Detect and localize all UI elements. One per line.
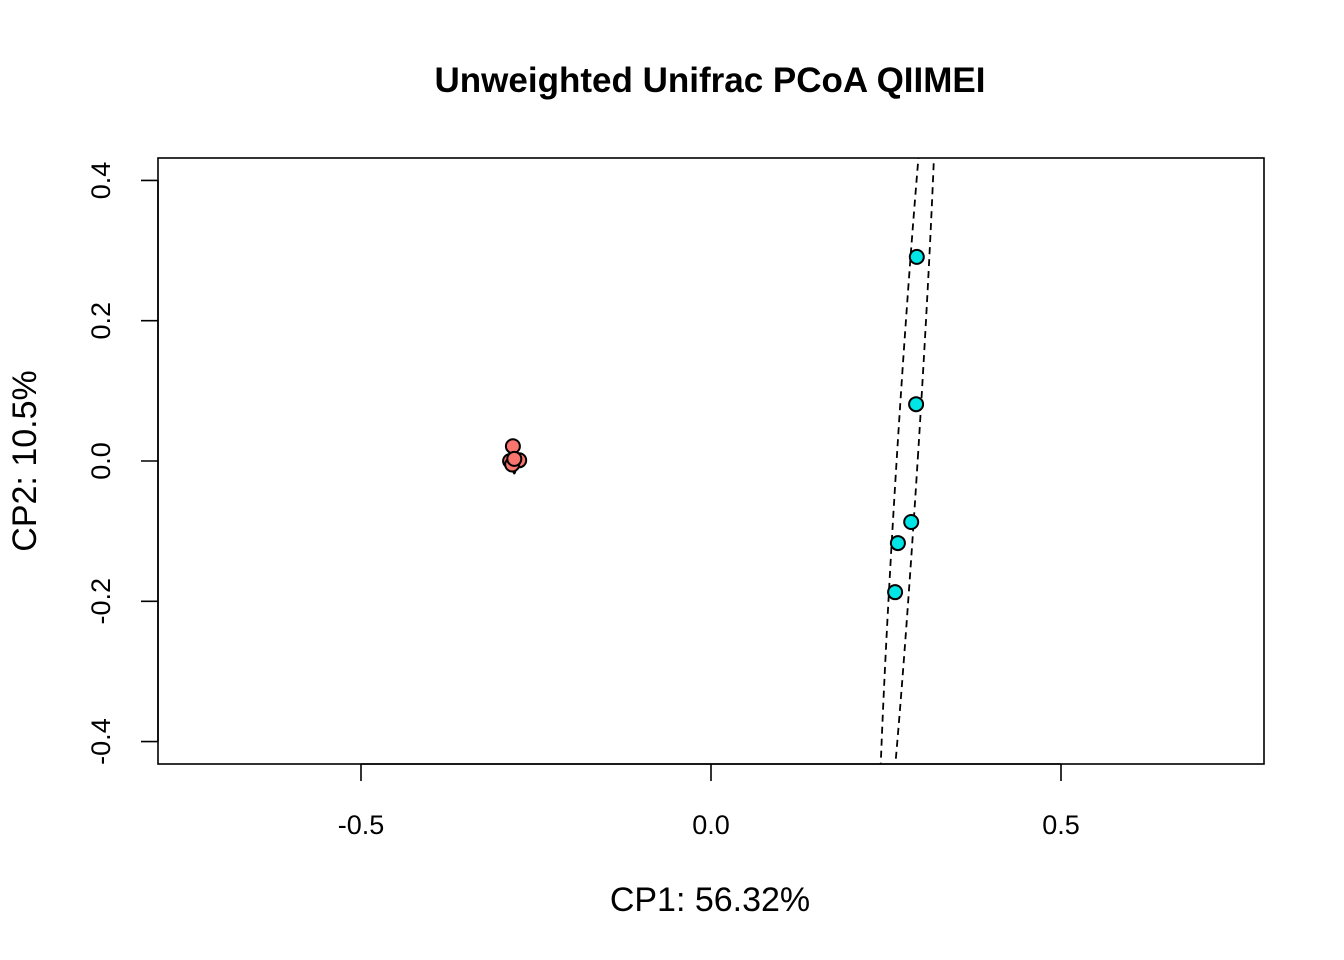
x-tick-label: 0.0	[692, 810, 730, 840]
scatter-point	[889, 535, 906, 552]
y-tick-label: 0.0	[86, 442, 116, 480]
y-tick-label: 0.4	[86, 162, 116, 200]
y-tick-label: -0.4	[86, 718, 116, 765]
scatter-point	[908, 396, 925, 413]
y-tick-label: -0.2	[86, 578, 116, 625]
y-axis-label: CP2: 10.5%	[6, 370, 44, 551]
y-axis: -0.4 -0.2 0.0 0.2 0.4	[86, 162, 159, 765]
scatter-point	[887, 584, 904, 601]
y-tick-label: 0.2	[86, 302, 116, 340]
data-points	[502, 248, 925, 601]
x-tick-label: 0.5	[1042, 810, 1080, 840]
x-axis-label: CP1: 56.32%	[610, 881, 810, 919]
scatter-point	[908, 248, 925, 265]
confidence-ellipse	[877, 158, 938, 764]
chart-title: Unweighted Unifrac PCoA QIIMEI	[435, 61, 986, 100]
plot-frame	[157, 157, 1265, 765]
confidence-ellipses	[511, 158, 938, 764]
x-tick-label: -0.5	[338, 810, 385, 840]
x-axis: -0.5 0.0 0.5	[338, 763, 1080, 840]
scatter-point	[903, 514, 920, 531]
scatter-point	[506, 450, 523, 467]
